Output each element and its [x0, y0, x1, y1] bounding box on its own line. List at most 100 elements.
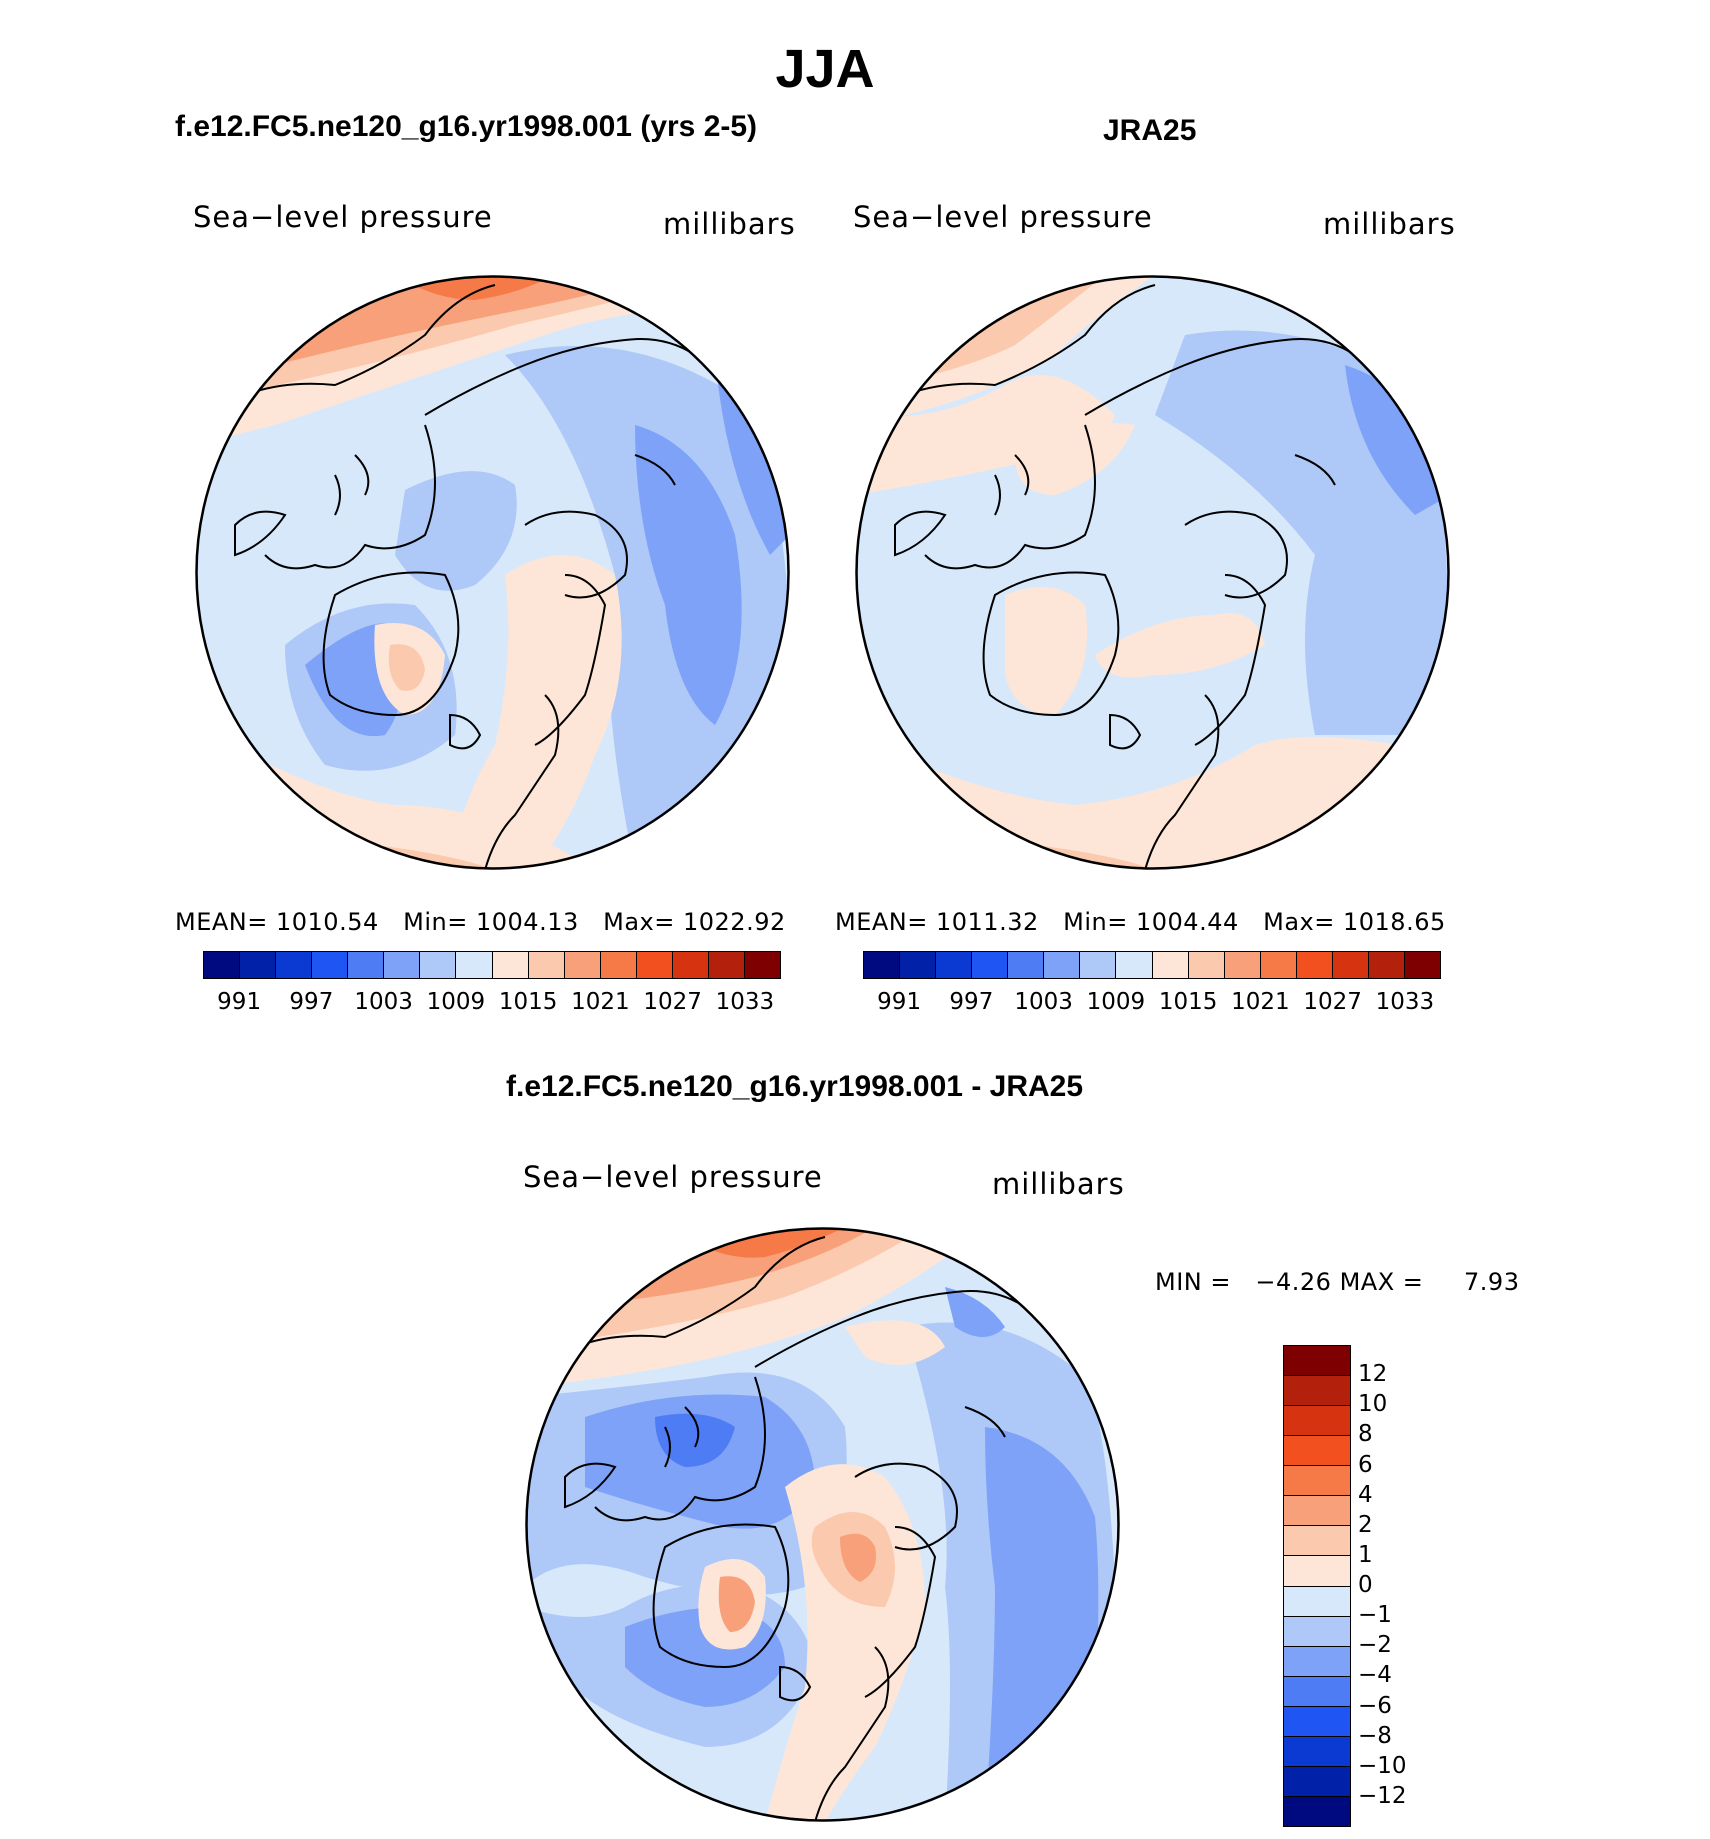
colorbar-swatch	[864, 952, 901, 978]
colorbar-tick-label: −2	[1358, 1632, 1392, 1659]
colorbar-swatch	[1284, 1616, 1350, 1647]
colorbar-swatch	[528, 952, 565, 978]
min-label: MIN =	[1155, 1268, 1231, 1296]
panel-obs-units-label: millibars	[1323, 207, 1456, 241]
panel-model-colorbar	[203, 951, 781, 979]
colorbar-swatch	[1284, 1796, 1350, 1826]
colorbar-tick-label: 1015	[498, 989, 558, 1015]
min-value: 1004.13	[475, 908, 579, 936]
colorbar-tick-label: 997	[949, 989, 994, 1015]
colorbar-swatch	[972, 952, 1009, 978]
colorbar-swatch	[564, 952, 601, 978]
colorbar-swatch	[1284, 1526, 1350, 1557]
colorbar-swatch	[1116, 952, 1153, 978]
colorbar-tick-label: 991	[217, 989, 262, 1015]
mean-label: MEAN=	[835, 908, 928, 936]
colorbar-tick-label: 10	[1358, 1391, 1388, 1418]
colorbar-swatch	[348, 952, 385, 978]
colorbar-swatch	[1284, 1646, 1350, 1677]
colorbar-swatch	[1368, 952, 1405, 978]
panel-model-polar-map	[195, 275, 790, 870]
panel-obs-colorbar	[863, 951, 1441, 979]
colorbar-swatch	[1284, 1466, 1350, 1497]
colorbar-swatch	[636, 952, 673, 978]
colorbar-tick-label: −4	[1358, 1662, 1392, 1689]
colorbar-swatch	[744, 952, 780, 978]
mean-label: MEAN=	[175, 908, 268, 936]
max-value: 1018.65	[1343, 908, 1446, 936]
colorbar-swatch	[1080, 952, 1117, 978]
colorbar-swatch	[1152, 952, 1189, 978]
colorbar-tick-label: 1033	[1375, 989, 1435, 1015]
max-label: Max=	[1263, 908, 1335, 936]
colorbar-swatch	[708, 952, 745, 978]
colorbar-swatch	[1284, 1346, 1350, 1377]
colorbar-swatch	[384, 952, 421, 978]
figure-title: JJA	[775, 39, 875, 99]
colorbar-swatch	[672, 952, 709, 978]
mean-value: 1011.32	[936, 908, 1039, 936]
colorbar-tick-label: 4	[1358, 1481, 1373, 1508]
colorbar-swatch	[1044, 952, 1081, 978]
panel-diff-stats: MIN = −4.26 MAX = 7.93	[1155, 1268, 1519, 1296]
colorbar-swatch	[276, 952, 313, 978]
colorbar-swatch	[1284, 1496, 1350, 1527]
colorbar-tick-label: 1021	[1231, 989, 1290, 1015]
colorbar-tick-label: 1003	[354, 989, 413, 1015]
colorbar-tick-label: 997	[289, 989, 334, 1015]
colorbar-tick-label: 6	[1358, 1451, 1373, 1478]
colorbar-tick-label: 0	[1358, 1572, 1373, 1598]
colorbar-tick-label: 1	[1358, 1541, 1373, 1568]
colorbar-swatch	[1284, 1406, 1350, 1437]
max-value: 1022.92	[683, 908, 786, 936]
colorbar-swatch	[492, 952, 529, 978]
panel-obs-field-label: Sea−level pressure	[853, 200, 1153, 234]
min-label: Min=	[1063, 908, 1128, 936]
min-value: 1004.44	[1135, 908, 1239, 936]
mean-value: 1010.54	[276, 908, 379, 936]
panel-diff-units-label: millibars	[992, 1167, 1125, 1201]
colorbar-tick-label: 1009	[426, 989, 486, 1015]
colorbar-swatch	[1332, 952, 1369, 978]
colorbar-swatch	[1188, 952, 1225, 978]
max-label: Max=	[603, 908, 675, 936]
colorbar-swatch	[1284, 1736, 1350, 1767]
min-label: Min=	[403, 908, 468, 936]
colorbar-swatch	[1284, 1556, 1350, 1587]
colorbar-swatch	[1224, 952, 1261, 978]
colorbar-tick-label: 1027	[643, 989, 702, 1015]
colorbar-tick-label: −8	[1358, 1722, 1392, 1749]
colorbar-tick-label: 2	[1358, 1511, 1373, 1538]
colorbar-swatch	[1260, 952, 1297, 978]
colorbar-swatch	[240, 952, 277, 978]
panel-model-field-label: Sea−level pressure	[193, 200, 493, 234]
colorbar-tick-label: −6	[1358, 1692, 1392, 1719]
panel-model-stats: MEAN= 1010.54 Min= 1004.13 Max= 1022.92	[175, 908, 786, 936]
colorbar-swatch	[936, 952, 973, 978]
panel-model-title: f.e12.FC5.ne120_g16.yr1998.001 (yrs 2-5)	[175, 110, 758, 143]
colorbar-swatch	[1284, 1586, 1350, 1617]
panel-diff-field-label: Sea−level pressure	[523, 1160, 823, 1194]
min-value: −4.26	[1255, 1268, 1332, 1296]
colorbar-swatch	[420, 952, 457, 978]
colorbar-tick-label: 1021	[571, 989, 630, 1015]
colorbar-swatch	[600, 952, 637, 978]
colorbar-tick-label: 991	[877, 989, 922, 1015]
max-label: MAX =	[1339, 1268, 1424, 1296]
colorbar-tick-label: 1003	[1014, 989, 1073, 1015]
colorbar-swatch	[1008, 952, 1045, 978]
colorbar-tick-label: −10	[1358, 1752, 1407, 1779]
panel-obs-polar-map	[855, 275, 1450, 870]
colorbar-tick-label: −12	[1358, 1782, 1407, 1809]
max-value: 7.93	[1464, 1268, 1520, 1296]
colorbar-tick-label: 1015	[1158, 989, 1218, 1015]
colorbar-swatch	[312, 952, 349, 978]
colorbar-swatch	[1284, 1766, 1350, 1797]
panel-obs-stats: MEAN= 1011.32 Min= 1004.44 Max= 1018.65	[835, 908, 1446, 936]
panel-diff-polar-map	[525, 1227, 1120, 1822]
colorbar-swatch	[1284, 1436, 1350, 1467]
colorbar-swatch	[1284, 1376, 1350, 1407]
colorbar-tick-label: 8	[1358, 1421, 1373, 1448]
colorbar-swatch	[1296, 952, 1333, 978]
colorbar-swatch	[1284, 1706, 1350, 1737]
